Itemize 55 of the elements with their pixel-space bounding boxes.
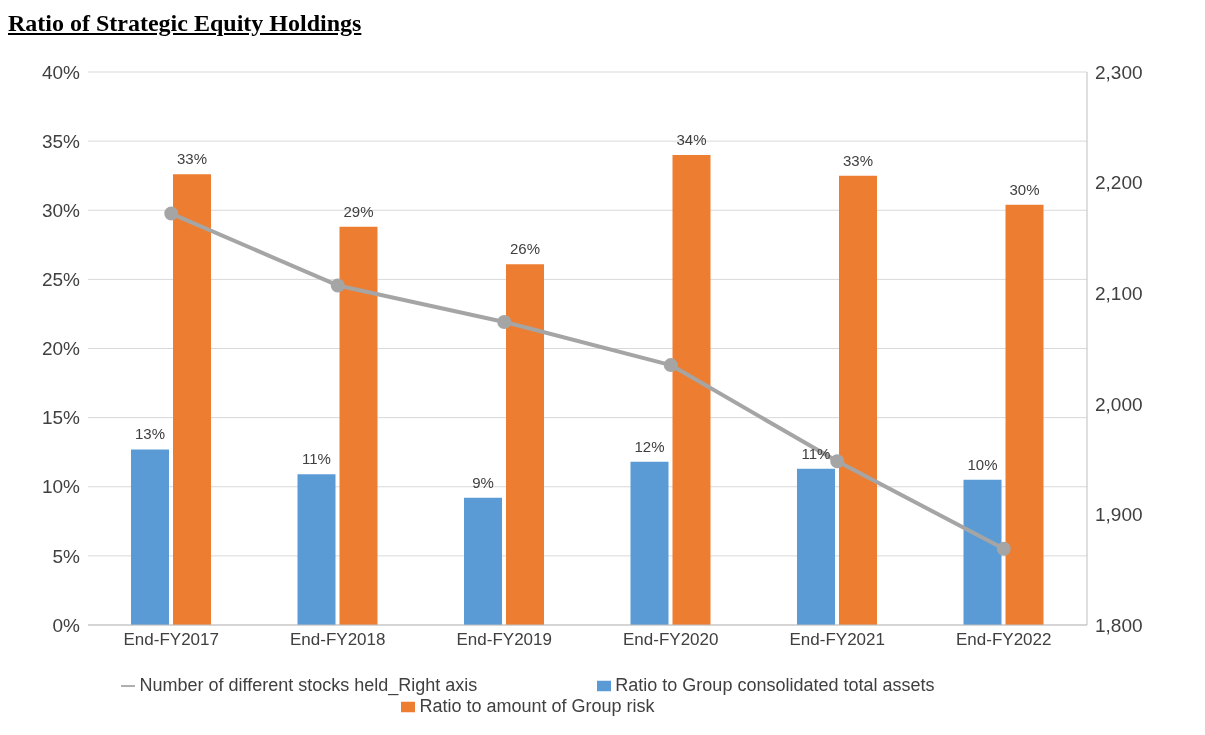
x-tick-label: End-FY2018 [290,630,386,650]
bar [131,449,169,625]
data-label: 34% [676,130,707,148]
data-label: 33% [176,150,208,168]
point [497,314,512,329]
legend-label: Ratio to amount of Group risk [419,696,655,716]
data-label: 33% [842,151,874,169]
y2-tick-label: 2,300 [1095,61,1143,83]
bar [339,226,378,625]
bar [963,479,1002,625]
bar [1005,204,1044,625]
legend-label: Number of different stocks held_Right axis [139,675,478,695]
data-label: 12% [634,437,665,455]
x-tick-label: End-FY2021 [789,630,885,650]
bar [173,174,211,625]
point [164,206,179,221]
y2-tick-label: 2,200 [1095,172,1143,194]
bar [672,154,711,625]
y-tick-label: 10% [41,476,81,498]
y-tick-label: 35% [41,130,81,152]
x-tick-label: End-FY2019 [456,630,552,650]
point [663,358,678,373]
legend-label: Ratio to Group consolidated total assets [615,675,935,695]
y2-tick-label: 1,900 [1095,504,1143,526]
y-tick-label: 25% [41,269,81,291]
x-tick-label: End-FY2017 [123,630,219,650]
y-tick-label: 20% [41,338,81,360]
data-label: 11% [801,444,831,462]
data-label: 26% [509,240,541,258]
data-label: 10% [967,455,998,473]
y-tick-label: 30% [41,199,81,221]
data-label: 9% [472,473,494,491]
bar [839,175,877,625]
data-label: 30% [1009,180,1040,198]
y2-tick-label: 1,800 [1095,614,1143,636]
y-tick-label: 5% [52,545,81,567]
y2-tick-label: 2,100 [1095,282,1143,304]
data-label: 29% [343,202,374,220]
bar [630,461,669,625]
bar [506,264,544,625]
y2-tick-label: 2,000 [1095,393,1143,415]
bar [464,497,502,625]
bar [797,468,835,625]
point [830,454,845,469]
y-tick-label: 40% [41,61,81,83]
chart-title: Ratio of Strategic Equity Holdings [8,9,363,38]
y-tick-label: 15% [41,407,81,429]
x-tick-label: End-FY2020 [623,630,719,650]
data-label: 13% [134,425,166,443]
point [996,541,1011,556]
bar [297,474,336,625]
point [330,278,345,293]
y-tick-label: 0% [52,614,81,636]
x-tick-label: End-FY2022 [956,630,1052,650]
data-label: 11% [302,450,331,468]
